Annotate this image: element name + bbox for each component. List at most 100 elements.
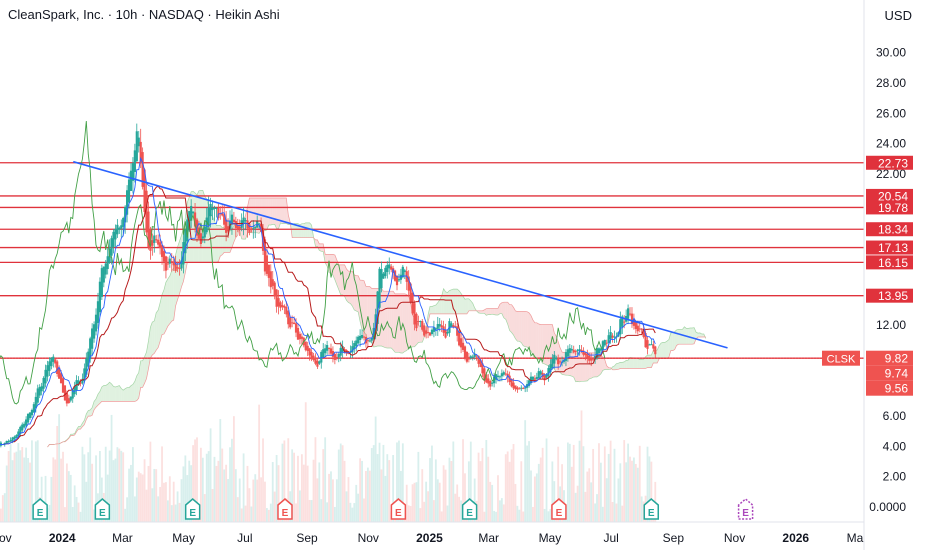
volume-bar <box>368 470 371 522</box>
candle-body <box>320 351 323 363</box>
volume-bar <box>629 456 631 522</box>
earnings-marker[interactable]: E <box>737 498 754 520</box>
volume-bar <box>225 464 228 522</box>
cloud-segment <box>167 276 170 327</box>
volume-bar <box>23 457 26 522</box>
time-tick-label: Jul <box>237 531 252 545</box>
candle-body <box>326 345 329 351</box>
volume-bar <box>636 467 639 522</box>
cloud-segment <box>529 312 531 352</box>
volume-bar <box>384 475 387 522</box>
level-price-box <box>866 200 913 215</box>
volume-bar <box>190 465 193 522</box>
earnings-marker[interactable]: E <box>184 498 201 520</box>
volume-bar <box>267 509 270 522</box>
volume-bar <box>584 491 587 522</box>
candle-body <box>292 322 296 325</box>
volume-bar <box>168 476 171 522</box>
candle-body <box>461 342 465 350</box>
volume-bar <box>297 455 299 522</box>
candle-body <box>310 351 313 360</box>
earnings-marker[interactable]: E <box>461 498 478 520</box>
candle-body <box>287 310 290 325</box>
volume-bar <box>116 447 119 522</box>
volume-bar <box>229 447 231 522</box>
candle-body <box>166 263 169 265</box>
candle-body <box>533 378 536 380</box>
candle-body <box>9 440 12 442</box>
volume-bar <box>50 476 53 522</box>
volume-bar <box>118 448 121 522</box>
candle-body <box>440 325 443 328</box>
volume-bar <box>524 420 527 522</box>
earnings-marker[interactable]: E <box>643 498 660 520</box>
candle-body <box>94 314 98 332</box>
price-tick-label: 6.00 <box>883 409 907 423</box>
chart-title: CleanSpark, Inc. · 10h · NASDAQ · Heikin… <box>8 7 280 22</box>
volume-bar <box>299 490 301 522</box>
cloud-segment <box>230 230 232 253</box>
earnings-marker[interactable]: E <box>390 498 407 520</box>
candle-body <box>36 388 39 403</box>
candle-body <box>644 333 647 348</box>
volume-bar <box>497 475 499 522</box>
cloud-segment <box>387 291 390 348</box>
candle-body <box>428 332 432 336</box>
candle-body <box>38 386 41 396</box>
candle-body <box>376 291 379 324</box>
candle-body <box>314 357 317 364</box>
cloud-segment <box>633 357 636 369</box>
candle-body <box>632 318 636 326</box>
candle-body <box>178 267 181 270</box>
cloud-segment <box>163 282 166 335</box>
candle-body <box>102 266 105 283</box>
volume-bar <box>133 496 136 522</box>
earnings-marker[interactable]: E <box>32 498 48 520</box>
cloud-segment <box>678 329 681 345</box>
volume-bar <box>506 451 509 522</box>
volume-bar <box>114 458 117 522</box>
time-axis: Nov 2024 Mar May Jul Sep Nov 2025 Mar May Jul Sep No… <box>0 531 864 545</box>
cloud-segment <box>620 362 623 369</box>
earnings-marker[interactable]: E <box>94 498 111 520</box>
volume-bar <box>613 448 616 522</box>
volume-bar <box>508 461 511 522</box>
candle-body <box>611 335 614 338</box>
volume-bar <box>52 457 55 522</box>
volume-bar <box>553 481 556 522</box>
cloud-segment <box>365 286 368 341</box>
candle-body <box>477 355 480 364</box>
level-price-box <box>866 188 913 203</box>
volume-bar <box>104 446 107 522</box>
volume-bar <box>530 470 532 522</box>
earnings-marker[interactable]: E <box>551 498 567 520</box>
trendline[interactable] <box>73 160 728 349</box>
cloud-segment <box>408 296 411 348</box>
candle-body <box>100 268 103 297</box>
volume-bar <box>487 456 490 522</box>
candle-body <box>646 340 649 349</box>
candle-body <box>452 325 455 328</box>
candle-body <box>568 348 571 353</box>
candle-body <box>159 242 162 249</box>
cloud-segment <box>670 332 673 351</box>
cloud-segment <box>177 241 180 300</box>
candle-body <box>467 356 470 360</box>
cloud-segment <box>626 360 629 369</box>
volume-bar <box>244 505 247 522</box>
earnings-marker[interactable]: E <box>277 498 293 520</box>
cloud-segment <box>389 291 392 348</box>
candle-body <box>135 131 138 162</box>
volume-bar <box>62 451 64 522</box>
candle-body <box>23 423 26 428</box>
cloud-segment <box>558 341 561 373</box>
cloud-segment <box>352 271 355 310</box>
volume-bar <box>132 447 134 522</box>
volume-bar <box>574 492 577 522</box>
volume-bar <box>223 469 226 522</box>
cloud-segment <box>78 426 81 430</box>
time-tick-label: 2026 <box>782 531 809 545</box>
candle-body <box>595 348 599 358</box>
